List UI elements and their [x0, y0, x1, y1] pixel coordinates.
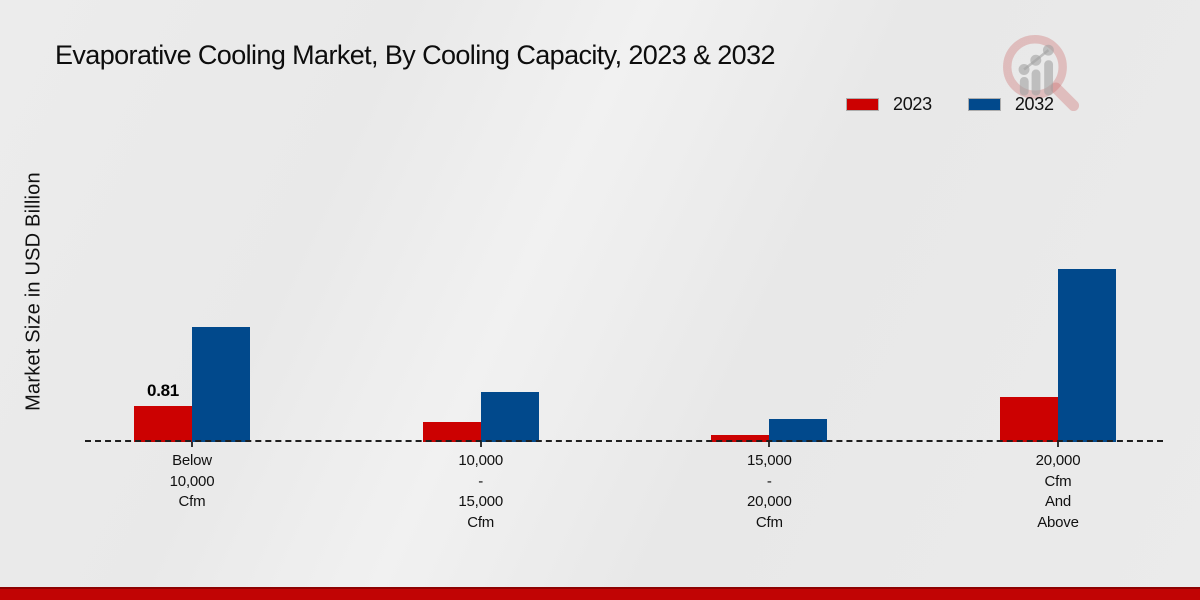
zero-baseline: [85, 440, 1163, 442]
legend-item-2023[interactable]: 2023: [846, 94, 932, 115]
bar-2023-category-1[interactable]: [422, 421, 481, 442]
bar-2032-category-0[interactable]: [192, 326, 250, 442]
footer-accent-bar: [0, 587, 1200, 600]
bar-2023-category-0[interactable]: [134, 406, 192, 442]
legend-label: 2032: [1014, 94, 1054, 114]
bar-2032-category-1[interactable]: [480, 391, 539, 442]
legend-swatch-2023: [846, 98, 879, 111]
x-axis-tick: [768, 442, 771, 447]
bar-2032-category-3[interactable]: [1058, 268, 1116, 442]
x-axis-label-0: Below 10,000 Cfm: [169, 452, 215, 510]
x-axis-tick: [479, 442, 482, 447]
y-axis-label: Market Size in USD Billion: [22, 172, 45, 411]
legend: 2023 2032: [846, 94, 1054, 115]
x-axis-label-3: 20,000 Cfm And Above: [1035, 452, 1081, 531]
legend-swatch-2032: [967, 98, 1001, 111]
bar-data-label: 0.81: [147, 381, 179, 400]
bar-2023-category-2[interactable]: [711, 434, 770, 442]
legend-item-2032[interactable]: 2032: [967, 94, 1054, 115]
brand-watermark-logo: [1003, 35, 1080, 112]
legend-label: 2023: [893, 94, 932, 114]
x-axis-tick: [1057, 442, 1059, 447]
growth-bars-icon: [1018, 44, 1054, 96]
x-axis-tick: [191, 442, 193, 447]
x-axis-label-2: 15,000-20,000 Cfm: [746, 452, 792, 531]
bar-2023-category-3[interactable]: [1000, 396, 1058, 442]
bar-2032-category-2[interactable]: [769, 418, 828, 442]
x-axis-label-1: 10,000-15,000 Cfm: [458, 452, 503, 531]
chart-title: Evaporative Cooling Market, By Cooling C…: [55, 40, 776, 70]
